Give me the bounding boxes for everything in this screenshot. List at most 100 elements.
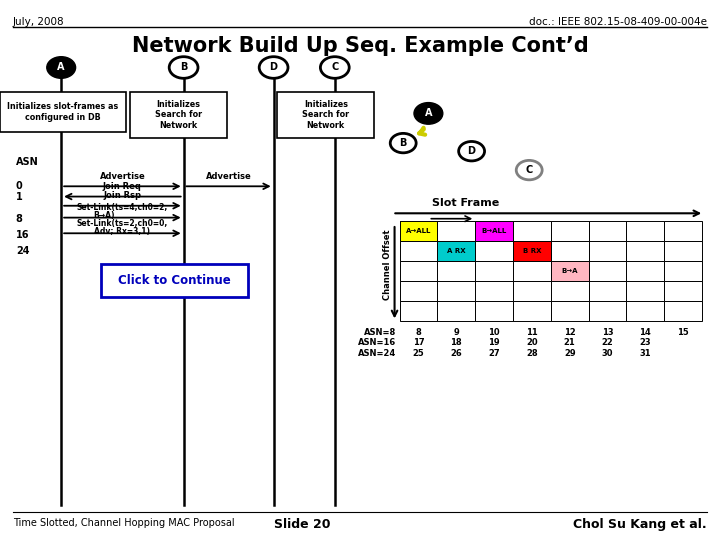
Text: Set-Link(ts=4,ch0=2,: Set-Link(ts=4,ch0=2, — [77, 203, 168, 212]
Bar — [513, 221, 551, 241]
Text: Click to Continue: Click to Continue — [118, 274, 231, 287]
Text: Join Rsp: Join Rsp — [104, 191, 141, 200]
Text: 21: 21 — [564, 339, 575, 347]
Bar — [551, 301, 588, 321]
Text: B RX: B RX — [523, 248, 541, 254]
Text: 18: 18 — [451, 339, 462, 347]
Text: 11: 11 — [526, 328, 538, 336]
Bar — [400, 221, 438, 241]
Text: Time Slotted, Channel Hopping MAC Proposal: Time Slotted, Channel Hopping MAC Propos… — [13, 518, 235, 529]
Text: A RX: A RX — [447, 248, 466, 254]
Text: Initializes
Search for
Network: Initializes Search for Network — [302, 100, 349, 130]
Text: 25: 25 — [413, 349, 424, 358]
Text: 10: 10 — [488, 328, 500, 336]
Text: ASN=24: ASN=24 — [358, 349, 396, 358]
Bar — [438, 281, 475, 301]
Bar — [513, 261, 551, 281]
Bar — [475, 221, 513, 241]
Text: 17: 17 — [413, 339, 424, 347]
Text: D: D — [467, 146, 476, 156]
FancyBboxPatch shape — [277, 92, 374, 138]
Text: Advertise: Advertise — [99, 172, 145, 181]
FancyBboxPatch shape — [0, 92, 126, 132]
Text: 22: 22 — [602, 339, 613, 347]
Bar — [665, 301, 702, 321]
Text: B→A: B→A — [562, 268, 578, 274]
Text: C: C — [526, 165, 533, 175]
Bar — [626, 301, 665, 321]
Text: 31: 31 — [639, 349, 651, 358]
Bar — [438, 221, 475, 241]
Bar — [475, 261, 513, 281]
Bar — [665, 241, 702, 261]
Bar — [626, 261, 665, 281]
Circle shape — [47, 57, 76, 78]
Text: Initializes slot-frames as
configured in DB: Initializes slot-frames as configured in… — [7, 103, 119, 122]
Bar — [551, 221, 588, 241]
Text: B: B — [400, 138, 407, 148]
Text: 14: 14 — [639, 328, 651, 336]
Text: Slide 20: Slide 20 — [274, 518, 330, 531]
Text: 30: 30 — [602, 349, 613, 358]
Bar — [475, 221, 513, 241]
Bar — [475, 301, 513, 321]
Bar — [438, 241, 475, 261]
Text: 19: 19 — [488, 339, 500, 347]
Bar — [400, 221, 438, 241]
Bar — [551, 261, 588, 281]
FancyBboxPatch shape — [101, 264, 248, 297]
Bar — [513, 301, 551, 321]
Text: 8: 8 — [415, 328, 421, 336]
Text: doc.: IEEE 802.15-08-409-00-004e: doc.: IEEE 802.15-08-409-00-004e — [529, 17, 707, 28]
Text: 8: 8 — [16, 214, 23, 224]
Bar — [589, 221, 626, 241]
Text: B→A): B→A) — [94, 211, 115, 220]
Bar — [665, 221, 702, 241]
Text: A: A — [58, 63, 65, 72]
Text: Advertise: Advertise — [206, 172, 252, 181]
Bar — [438, 301, 475, 321]
Text: 12: 12 — [564, 328, 575, 336]
FancyBboxPatch shape — [130, 92, 227, 138]
Bar — [513, 241, 551, 261]
Bar — [513, 241, 551, 261]
Bar — [438, 261, 475, 281]
Text: B→ALL: B→ALL — [482, 228, 507, 234]
Text: 20: 20 — [526, 339, 538, 347]
Text: Slot Frame: Slot Frame — [432, 198, 499, 208]
Bar — [551, 261, 588, 281]
Bar — [589, 281, 626, 301]
Bar — [513, 281, 551, 301]
Bar — [589, 301, 626, 321]
Text: ASN=8: ASN=8 — [364, 328, 396, 336]
Text: 23: 23 — [639, 339, 651, 347]
Text: 9: 9 — [454, 328, 459, 336]
Text: 27: 27 — [488, 349, 500, 358]
Text: 24: 24 — [16, 246, 30, 256]
Text: Set-Link(ts=2,ch0=0,: Set-Link(ts=2,ch0=0, — [77, 219, 168, 228]
Text: July, 2008: July, 2008 — [13, 17, 65, 28]
Bar — [475, 281, 513, 301]
Bar — [626, 221, 665, 241]
Text: Join Req: Join Req — [103, 182, 142, 191]
Bar — [589, 261, 626, 281]
Bar — [551, 281, 588, 301]
Text: Initializes
Search for
Network: Initializes Search for Network — [155, 100, 202, 130]
Bar — [551, 241, 588, 261]
Text: 13: 13 — [602, 328, 613, 336]
Text: 26: 26 — [451, 349, 462, 358]
Text: Channel Offset: Channel Offset — [383, 230, 392, 300]
Bar — [400, 241, 438, 261]
Text: ASN=16: ASN=16 — [358, 339, 396, 347]
Bar — [400, 261, 438, 281]
Text: 29: 29 — [564, 349, 575, 358]
Bar — [438, 241, 475, 261]
Bar — [665, 281, 702, 301]
Bar — [475, 241, 513, 261]
Text: C: C — [331, 63, 338, 72]
Text: Network Build Up Seq. Example Cont’d: Network Build Up Seq. Example Cont’d — [132, 36, 588, 56]
Text: 16: 16 — [16, 230, 30, 240]
Circle shape — [414, 103, 443, 124]
Text: A→ALL: A→ALL — [406, 228, 431, 234]
Text: 1: 1 — [16, 192, 22, 202]
